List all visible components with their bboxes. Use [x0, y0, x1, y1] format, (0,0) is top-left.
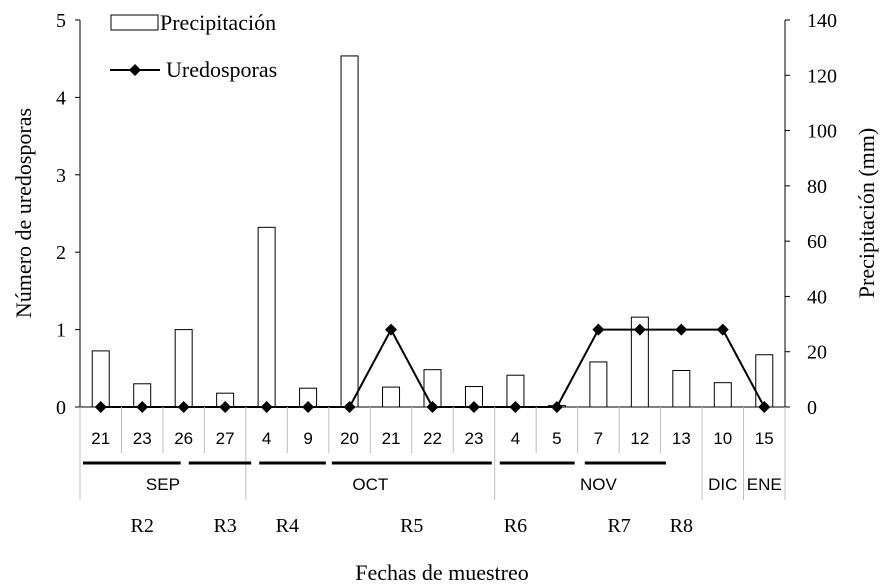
uredosporas-point: [94, 401, 107, 413]
precipitation-bar: [672, 370, 691, 408]
y-right-tick-label: 0: [807, 397, 817, 419]
category-label: 5: [552, 429, 561, 448]
y-axis-title-left: Número de uredosporas: [11, 108, 36, 318]
category-label: 23: [465, 429, 484, 448]
y-right-tick-label: 100: [807, 121, 837, 143]
uredosporas-point: [343, 401, 356, 413]
x-categories: 21 23 26 27 4 9 20 21 22 23 4 5 7 12 13 10 15 SEP OCT NOV DI…: [79, 407, 786, 537]
uredosporas-point: [219, 401, 232, 413]
legend: Precipitación Uredosporas: [110, 10, 277, 82]
uredosporas-point: [758, 401, 771, 413]
month-label: DIC: [708, 475, 737, 494]
uredosporas-point: [260, 401, 273, 413]
legend-label-precipitacion: Precipitación: [160, 10, 276, 35]
uredosporas-point: [550, 401, 563, 413]
category-label: 21: [382, 429, 401, 448]
y-right-tick-label: 120: [807, 65, 837, 87]
precipitation-bar: [257, 226, 276, 408]
category-label: 20: [340, 429, 359, 448]
uredosporas-point: [716, 323, 729, 336]
precipitation-bar: [174, 329, 193, 408]
uredosporas-point: [302, 401, 315, 413]
precipitation-bar: [630, 316, 649, 408]
month-label: ENE: [747, 475, 782, 494]
category-label: 15: [755, 429, 774, 448]
precipitation-bar: [713, 382, 732, 408]
uredosporas-point: [675, 323, 688, 336]
x-axis-title: Fechas de muestreo: [355, 560, 529, 585]
y-left-tick-label: 0: [56, 397, 66, 419]
uredosporas-point: [509, 401, 522, 413]
category-label: 27: [216, 429, 235, 448]
uredosporas-point: [467, 401, 480, 413]
category-label: 23: [133, 429, 152, 448]
y-axis-title-right: Precipitación (mm): [854, 128, 879, 298]
category-label: 4: [262, 429, 271, 448]
legend-label-uredosporas: Uredosporas: [166, 57, 277, 82]
category-label: 26: [174, 429, 193, 448]
category-label: 22: [423, 429, 442, 448]
y-right-tick-label: 140: [807, 10, 837, 32]
uredosporas-point: [633, 323, 646, 336]
precipitation-bar: [91, 350, 110, 408]
uredosporas-point: [426, 401, 439, 413]
y-left-tick-label: 3: [56, 165, 66, 187]
month-label: SEP: [146, 475, 180, 494]
category-label: 13: [672, 429, 691, 448]
legend-diamond-marker: [129, 64, 141, 76]
y-right-tick-label: 40: [807, 286, 827, 308]
y-left-tick-label: 4: [56, 87, 66, 109]
legend-bar-swatch: [110, 14, 159, 31]
precipitation-bar: [755, 354, 774, 408]
uredosporas-point: [592, 323, 605, 336]
category-label: 4: [511, 429, 520, 448]
axes: 0 1 2 3 4 5 0 20 40 60 80 100 120 140: [56, 10, 837, 419]
category-label: 21: [91, 429, 110, 448]
stage-label: R2: [131, 515, 154, 537]
category-label: 9: [303, 429, 312, 448]
category-label: 12: [630, 429, 649, 448]
y-right-tick-label: 60: [807, 231, 827, 253]
y-right-tick-label: 20: [807, 342, 827, 364]
uredosporas-point: [177, 401, 190, 413]
precipitation-bar: [382, 386, 401, 408]
stage-label: R5: [400, 515, 423, 537]
stage-label: R6: [504, 515, 527, 537]
category-label: 7: [594, 429, 603, 448]
stage-label: R7: [607, 515, 630, 537]
bars: [91, 55, 774, 408]
uredosporas-point: [385, 323, 398, 336]
stage-label: R8: [670, 515, 693, 537]
stage-label: R3: [213, 515, 236, 537]
uredosporas-line: [94, 323, 771, 413]
y-left-tick-label: 5: [56, 10, 66, 32]
precipitation-bar: [340, 55, 359, 408]
uredosporas-point: [136, 401, 149, 413]
y-left-tick-label: 1: [56, 320, 66, 342]
month-label: OCT: [352, 475, 388, 494]
month-label: NOV: [580, 475, 618, 494]
stage-label: R4: [276, 515, 299, 537]
category-label: 10: [713, 429, 732, 448]
y-left-tick-label: 2: [56, 242, 66, 264]
precipitation-bar: [589, 361, 608, 408]
y-right-tick-label: 80: [807, 176, 827, 198]
